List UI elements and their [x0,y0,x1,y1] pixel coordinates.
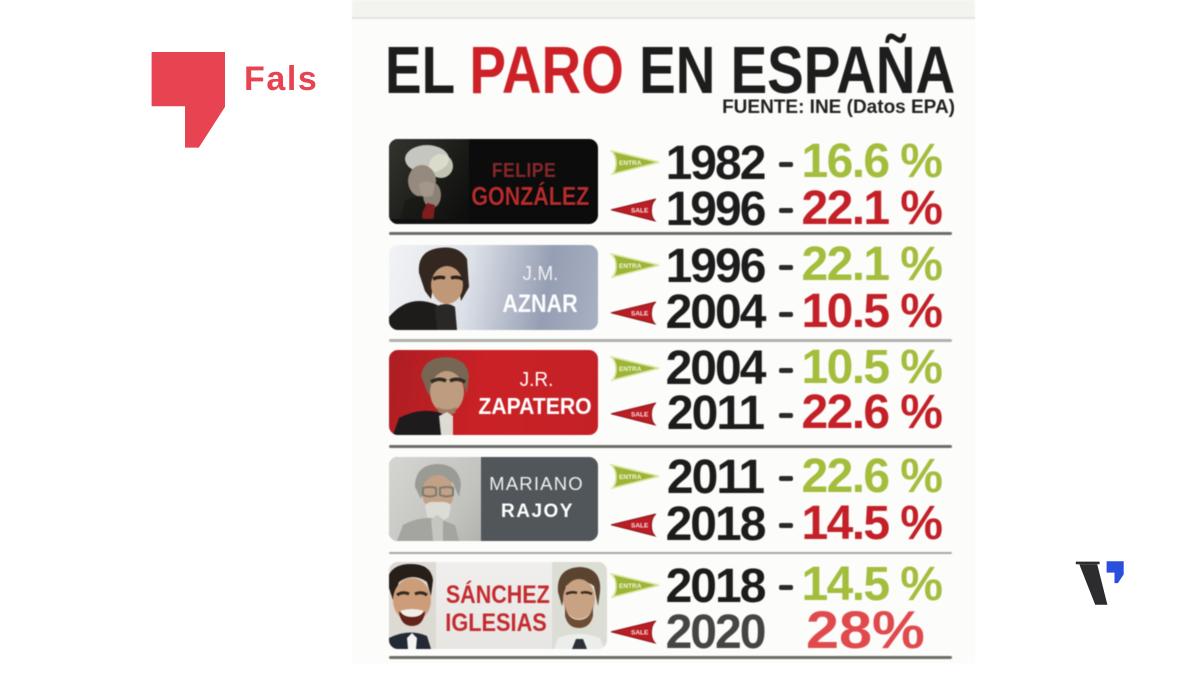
svg-text:SALE: SALE [631,522,649,529]
svg-text:ENTRA: ENTRA [619,366,642,373]
svg-text:ENTRA: ENTRA [619,474,642,481]
svg-text:SALE: SALE [631,411,649,418]
svg-text:SALE: SALE [631,207,649,214]
svg-text:SALE: SALE [631,310,649,317]
svg-text:ENTRA: ENTRA [619,263,642,270]
svg-text:SALE: SALE [631,630,649,637]
svg-text:ENTRA: ENTRA [619,160,642,167]
svg-text:ENTRA: ENTRA [619,583,642,590]
